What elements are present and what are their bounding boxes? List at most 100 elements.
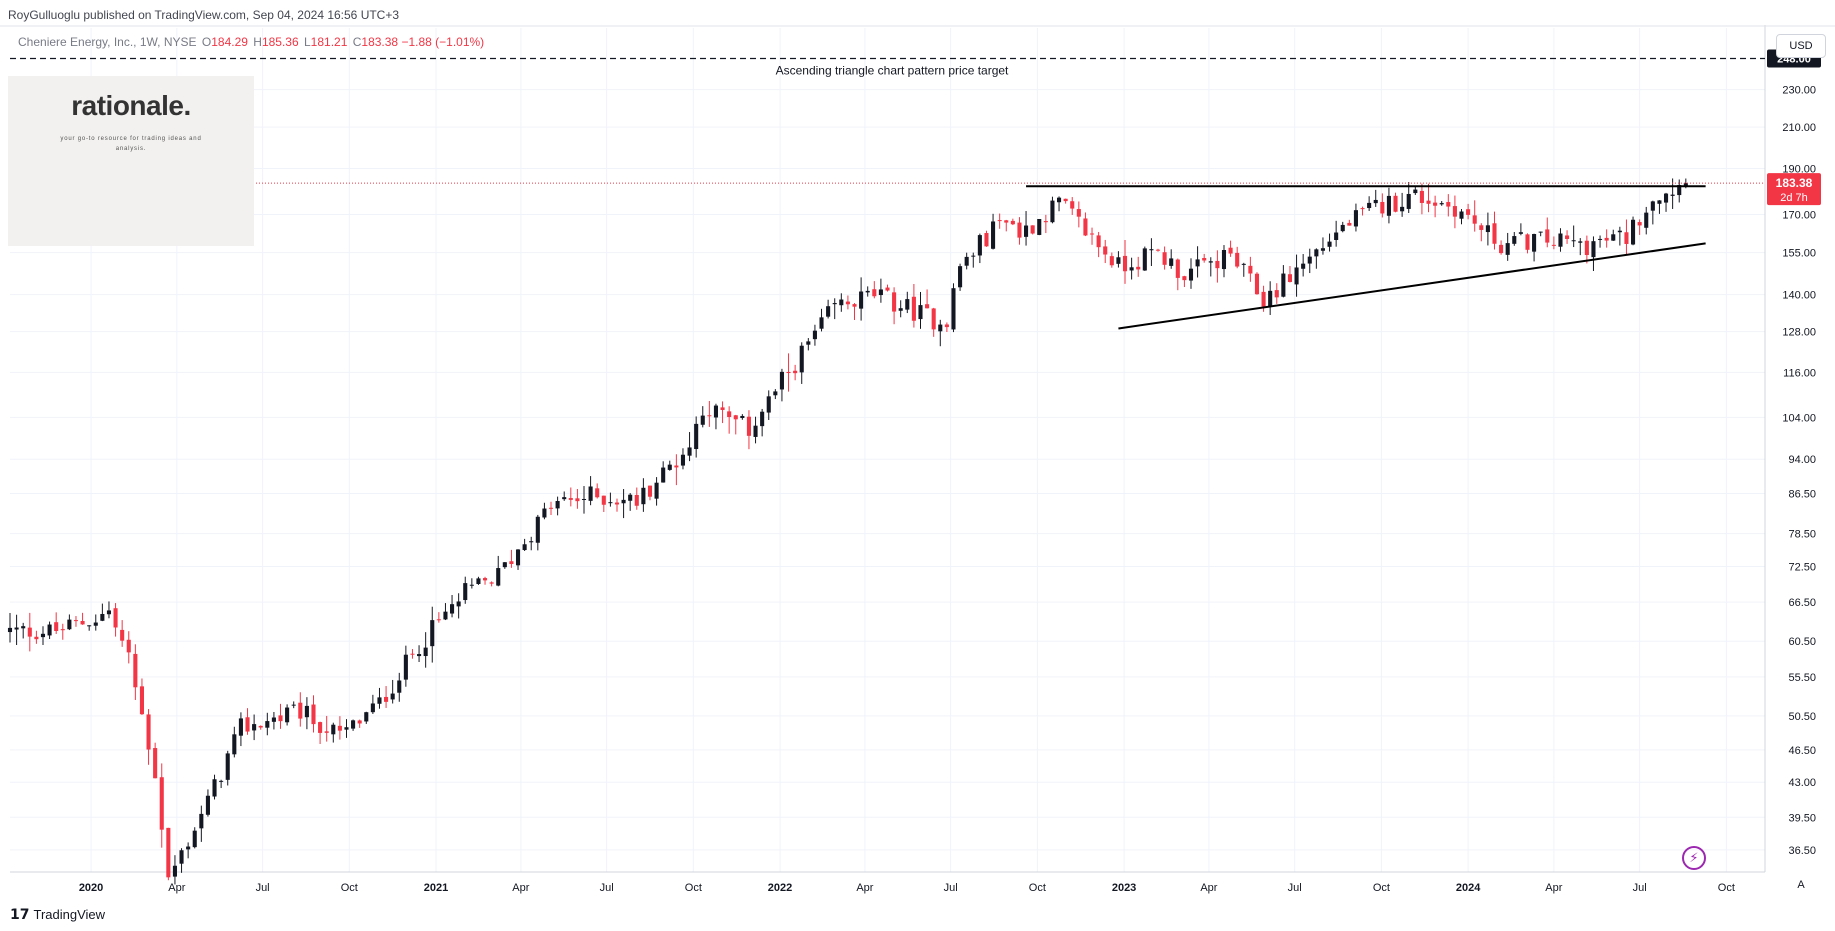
candle-body — [139, 686, 145, 715]
candle — [271, 711, 276, 730]
candle — [601, 495, 606, 512]
lightning-icon[interactable]: ⚡ — [1682, 846, 1706, 870]
candle — [1089, 227, 1095, 245]
candle-body — [1604, 237, 1609, 241]
currency-button[interactable]: USD — [1776, 34, 1826, 58]
candle — [1017, 217, 1022, 245]
candle-body — [27, 627, 32, 637]
candle — [641, 478, 646, 512]
candle-body — [1103, 246, 1108, 255]
price-tick-label: 72.50 — [1788, 561, 1816, 573]
candle-body — [1215, 260, 1220, 269]
candle — [87, 625, 92, 631]
close-value: 183.38 — [361, 35, 399, 49]
tradingview-footer[interactable]: 𝟭𝟳 TradingView — [10, 906, 105, 923]
candle — [410, 649, 415, 659]
rationale-logo: rationale. — [71, 90, 191, 121]
candle-body — [377, 697, 382, 704]
candle — [1367, 196, 1372, 211]
candle-body — [1459, 211, 1464, 219]
candle-body — [1472, 215, 1477, 224]
candle-body — [113, 608, 118, 628]
candle — [1558, 228, 1563, 252]
time-tick-label: Oct — [1029, 882, 1046, 894]
candle-body — [812, 330, 817, 340]
candle-body — [634, 494, 639, 506]
candle — [1169, 249, 1174, 269]
candle-body — [1565, 235, 1570, 239]
candle — [918, 291, 923, 329]
candle — [199, 805, 204, 842]
candle — [1545, 217, 1550, 248]
candle — [113, 603, 118, 637]
candle-body — [14, 627, 19, 630]
candle — [1195, 246, 1200, 278]
candle — [892, 287, 897, 325]
candle — [944, 322, 949, 333]
candle — [377, 687, 382, 709]
candlesticks — [7, 178, 1688, 885]
candle — [232, 726, 237, 758]
candle-body — [298, 702, 303, 719]
candle — [238, 712, 243, 747]
candle-body — [1624, 232, 1629, 244]
candle-body — [337, 725, 342, 731]
candle — [1307, 248, 1312, 274]
candle — [1202, 253, 1207, 263]
candle — [581, 486, 587, 514]
candle-body — [548, 507, 554, 509]
candle-body — [581, 498, 587, 500]
candle-body — [621, 499, 626, 504]
candle — [931, 307, 936, 337]
candle — [680, 448, 686, 470]
candle-body — [852, 304, 857, 307]
candle-body — [753, 425, 758, 437]
candle-body — [1452, 206, 1457, 217]
time-tick-label: Apr — [1200, 882, 1217, 894]
candle-body — [1109, 256, 1114, 266]
candle-body — [1070, 201, 1075, 209]
candle-body — [482, 578, 488, 581]
candle — [1221, 245, 1227, 278]
candle-body — [839, 299, 844, 306]
candle — [1426, 183, 1431, 213]
candle — [133, 644, 138, 700]
price-tick-label: 104.00 — [1782, 412, 1816, 424]
candle-body — [7, 627, 13, 633]
candle-body — [885, 287, 890, 291]
candle-body — [1532, 234, 1537, 252]
candle — [1677, 179, 1682, 203]
candle — [773, 389, 778, 400]
candle — [80, 612, 85, 625]
candle — [647, 485, 653, 501]
candle — [905, 291, 910, 314]
candle-body — [1175, 259, 1180, 278]
price-tick-label: 50.50 — [1788, 711, 1816, 723]
candle-body — [1294, 267, 1299, 285]
candle-body — [1347, 222, 1352, 226]
candle — [502, 562, 507, 569]
candle — [1611, 229, 1616, 241]
candle — [555, 496, 560, 516]
candle — [417, 645, 422, 662]
candle-body — [1089, 233, 1095, 235]
candle-body — [515, 549, 521, 566]
auto-scale-button[interactable]: A — [1797, 879, 1805, 891]
candle — [938, 319, 943, 347]
candle — [1096, 231, 1101, 258]
candle — [799, 342, 804, 384]
candle-body — [278, 715, 283, 722]
time-scale[interactable]: 2020 Apr Jul Oct 2021 Apr Jul Oct 2022 Apr Jul Oct 2… — [79, 882, 1735, 894]
candle-body — [654, 482, 659, 499]
candle — [146, 709, 151, 765]
candle — [1512, 231, 1517, 246]
candle — [925, 289, 930, 309]
candle-body — [212, 779, 217, 797]
candle — [304, 697, 309, 730]
price-tick-label: 210.00 — [1782, 122, 1816, 134]
candle-body — [417, 654, 422, 657]
price-scale[interactable]: 36.50 39.50 43.00 46.50 50.50 55.50 60.50 66.50… — [1782, 85, 1816, 857]
drawings: Ascending triangle chart pattern price t… — [10, 49, 1821, 330]
candle-body — [713, 405, 719, 418]
